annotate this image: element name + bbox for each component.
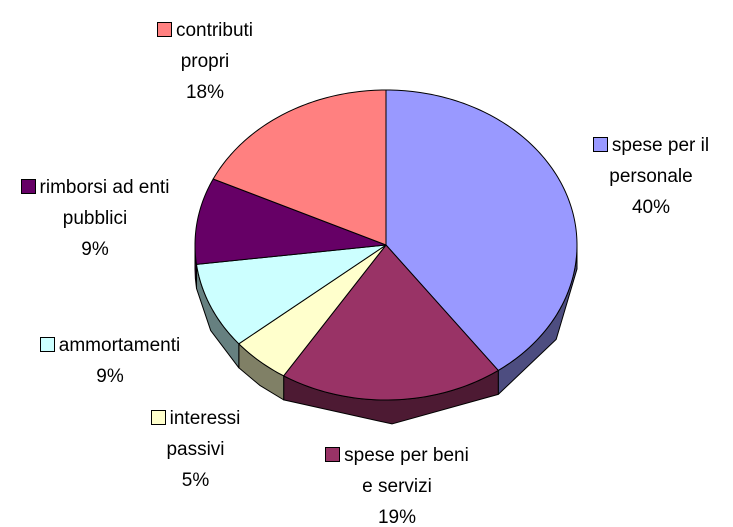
legend-swatch — [150, 410, 166, 425]
legend-swatch — [325, 447, 341, 462]
legend-swatch — [39, 337, 55, 352]
legend-swatch — [20, 179, 36, 194]
percent-label: 9% — [81, 239, 109, 260]
category-name: contributi propri — [175, 20, 254, 72]
legend-swatch — [592, 137, 608, 152]
slice — [194, 178, 387, 265]
percent-label: 5% — [181, 470, 210, 491]
data-label: rimborsi ad enti pubblici 9% — [20, 172, 170, 265]
label-name-line: ammortamenti — [10, 330, 210, 361]
percent-label: 19% — [377, 507, 417, 527]
category-name: spese per beni e servizi — [344, 445, 469, 497]
slice — [283, 244, 499, 401]
data-label: contributi propri 18% — [135, 15, 275, 108]
data-label: spese per beni e servizi 19% — [318, 440, 476, 527]
category-name: ammortamenti — [58, 335, 181, 356]
slice — [196, 244, 387, 345]
label-name-line: rimborsi ad enti pubblici — [20, 172, 170, 234]
slice — [212, 89, 387, 246]
data-label: ammortamenti 9% — [10, 330, 210, 392]
slice — [385, 89, 578, 371]
category-name: spese per il personale — [609, 135, 710, 187]
category-name: interessi passivi — [166, 408, 241, 460]
data-label: spese per il personale 40% — [572, 130, 730, 223]
percent-label: 9% — [96, 366, 124, 387]
label-name-line: spese per beni e servizi — [318, 440, 476, 502]
category-name: rimborsi ad enti pubblici — [39, 177, 170, 229]
label-name-line: spese per il personale — [572, 130, 730, 192]
data-label: interessi passivi 5% — [133, 403, 258, 496]
label-name-line: interessi passivi — [133, 403, 258, 465]
legend-swatch — [156, 22, 172, 37]
slice — [238, 244, 387, 377]
label-name-line: contributi propri — [135, 15, 275, 77]
percent-label: 40% — [631, 197, 671, 218]
percent-label: 18% — [185, 82, 225, 103]
